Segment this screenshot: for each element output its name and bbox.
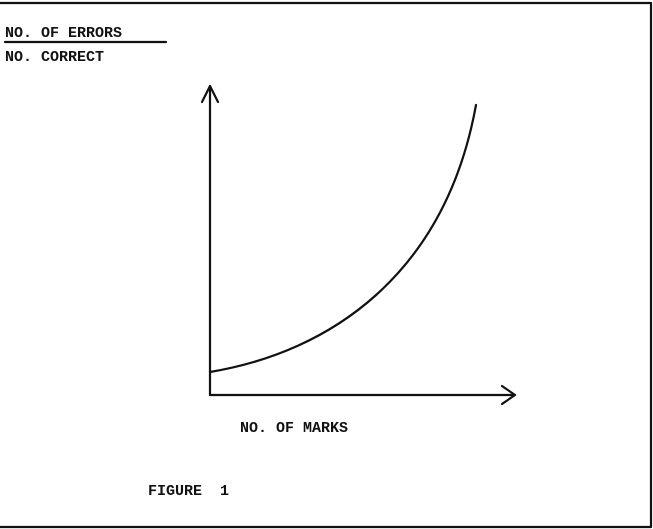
x-axis-label: NO. OF MARKS xyxy=(240,420,348,437)
y-axis-label-numerator: NO. OF ERRORS xyxy=(5,25,122,42)
curve xyxy=(208,103,478,374)
y-axis-label-denominator: NO. CORRECT xyxy=(5,49,104,66)
y-axis-arrow xyxy=(200,84,220,104)
x-axis-arrow xyxy=(500,384,517,406)
figure-caption: FIGURE 1 xyxy=(148,483,229,500)
